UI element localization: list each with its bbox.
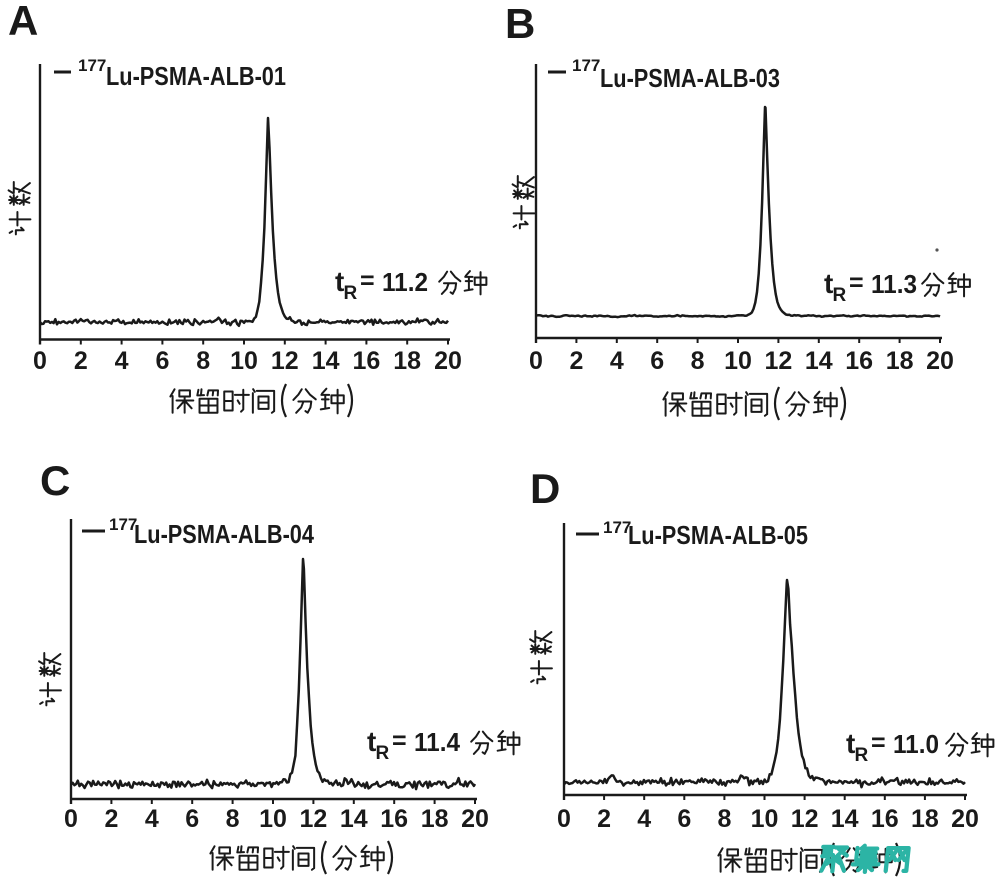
- svg-text:11.2: 11.2: [382, 267, 428, 297]
- svg-text:0: 0: [557, 805, 571, 833]
- svg-text:14: 14: [312, 347, 340, 375]
- svg-text:Lu-PSMA-ALB-04: Lu-PSMA-ALB-04: [134, 519, 314, 549]
- svg-text:6: 6: [677, 805, 691, 833]
- svg-text:18: 18: [886, 347, 914, 375]
- svg-text:12: 12: [271, 347, 299, 375]
- svg-text:14: 14: [340, 805, 368, 833]
- svg-text:B: B: [505, 0, 535, 47]
- svg-text:16: 16: [845, 347, 873, 375]
- svg-text:t: t: [367, 726, 376, 757]
- svg-text:177: 177: [109, 515, 137, 534]
- svg-text:Lu-PSMA-ALB-05: Lu-PSMA-ALB-05: [628, 520, 808, 550]
- svg-text:12: 12: [764, 347, 792, 375]
- svg-text:4: 4: [637, 805, 651, 833]
- svg-text:2: 2: [74, 347, 88, 375]
- svg-text:20: 20: [434, 347, 462, 375]
- svg-text:=: =: [360, 267, 375, 295]
- svg-text:6: 6: [155, 347, 169, 375]
- svg-text:12: 12: [791, 805, 819, 833]
- svg-text:t: t: [846, 728, 855, 759]
- svg-text:Lu-PSMA-ALB-01: Lu-PSMA-ALB-01: [106, 61, 286, 91]
- svg-text:R: R: [376, 743, 390, 764]
- svg-text:20: 20: [926, 347, 954, 375]
- svg-text:6: 6: [185, 805, 199, 833]
- svg-text:=: =: [871, 729, 886, 757]
- svg-text:A: A: [8, 0, 38, 44]
- svg-text:=: =: [392, 727, 407, 755]
- svg-text:Lu-PSMA-ALB-03: Lu-PSMA-ALB-03: [600, 63, 780, 93]
- svg-text:16: 16: [352, 347, 380, 375]
- svg-text:11.3: 11.3: [871, 269, 917, 299]
- svg-text:16: 16: [871, 805, 899, 833]
- svg-text:D: D: [530, 465, 560, 512]
- svg-text:20: 20: [461, 805, 489, 833]
- svg-text:=: =: [849, 269, 864, 297]
- svg-text:R: R: [855, 745, 869, 766]
- svg-text:18: 18: [911, 805, 939, 833]
- svg-text:0: 0: [64, 805, 78, 833]
- svg-text:8: 8: [691, 347, 705, 375]
- svg-text:177: 177: [572, 56, 600, 75]
- svg-text:2: 2: [569, 347, 583, 375]
- svg-text:8: 8: [717, 805, 731, 833]
- svg-text:12: 12: [299, 805, 327, 833]
- svg-text:11.0: 11.0: [893, 729, 939, 759]
- svg-text:8: 8: [226, 805, 240, 833]
- svg-text:10: 10: [259, 805, 287, 833]
- svg-text:177: 177: [78, 56, 106, 75]
- svg-text:0: 0: [529, 347, 543, 375]
- svg-text:14: 14: [805, 347, 833, 375]
- svg-text:R: R: [833, 285, 847, 306]
- svg-text:4: 4: [115, 347, 129, 375]
- svg-text:2: 2: [104, 805, 118, 833]
- svg-text:20: 20: [951, 805, 979, 833]
- svg-text:14: 14: [831, 805, 859, 833]
- svg-text:t: t: [824, 268, 833, 299]
- svg-text:18: 18: [421, 805, 449, 833]
- svg-text:10: 10: [724, 347, 752, 375]
- svg-text:8: 8: [196, 347, 210, 375]
- svg-text:10: 10: [751, 805, 779, 833]
- svg-text:18: 18: [393, 347, 421, 375]
- svg-text:177: 177: [603, 518, 631, 537]
- svg-text:2: 2: [597, 805, 611, 833]
- svg-text:11.4: 11.4: [414, 727, 461, 757]
- svg-text:16: 16: [380, 805, 408, 833]
- svg-text:4: 4: [610, 347, 624, 375]
- svg-text:10: 10: [230, 347, 258, 375]
- svg-text:0: 0: [33, 347, 47, 375]
- svg-text:R: R: [344, 283, 358, 304]
- svg-text:6: 6: [650, 347, 664, 375]
- svg-text:C: C: [40, 457, 70, 504]
- svg-text:4: 4: [145, 805, 159, 833]
- svg-text:t: t: [335, 266, 344, 297]
